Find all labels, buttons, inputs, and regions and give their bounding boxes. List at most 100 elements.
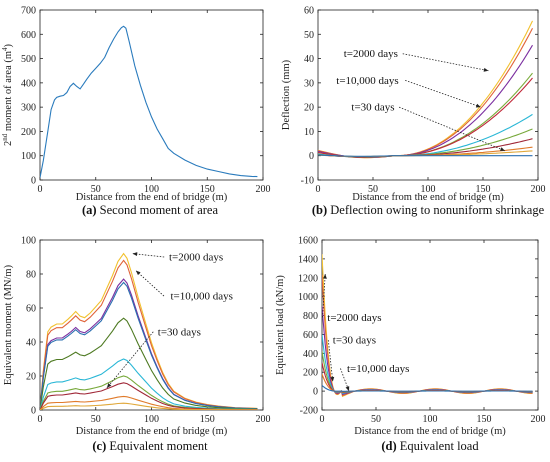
- y-axis-label: Equivalent moment (MN/m): [3, 264, 14, 385]
- annotation-label: t=30 days: [158, 326, 201, 338]
- panel-caption: (b) Deflection owing to nonuniform shrin…: [312, 203, 545, 217]
- y-tick-label: 40: [304, 54, 314, 65]
- x-tick-label: 0: [38, 184, 43, 195]
- y-axis-label-part: nd: [1, 133, 9, 141]
- plot-frame: [39, 9, 264, 181]
- x-tick-label: 50: [91, 184, 101, 195]
- y-tick-label: 1200: [298, 273, 318, 284]
- annotation-arrowhead: [323, 274, 327, 279]
- plot-frame: [321, 239, 539, 411]
- panel-caption-text: Equivalent moment: [106, 439, 208, 453]
- x-tick-label: 100: [144, 184, 159, 195]
- y-tick-label: 80: [26, 270, 36, 281]
- y-tick-label: 700: [21, 6, 36, 17]
- y-tick-label: 1000: [298, 292, 318, 303]
- y-axis-label: Equivalent load (kN/m): [275, 275, 286, 375]
- x-tick-label: 150: [200, 184, 215, 195]
- series-line-0: [322, 254, 533, 398]
- y-tick-label: 400: [303, 349, 318, 360]
- annotation-arrow: [132, 253, 165, 258]
- x-tick-label: 100: [423, 414, 438, 425]
- y-tick-label: 60: [304, 6, 314, 17]
- annotation-arrowhead: [330, 376, 335, 382]
- y-tick-label: 60: [26, 304, 36, 315]
- y-tick-label: 600: [303, 330, 318, 341]
- annotation-arrowhead: [132, 252, 138, 257]
- series-line-1: [40, 259, 258, 410]
- annotation-arrow: [135, 270, 165, 297]
- annotation-label: t=10,000 days: [347, 363, 409, 375]
- annotation-arrow: [402, 53, 489, 72]
- y-tick-label: 200: [21, 127, 36, 138]
- series-line-0: [40, 25, 258, 178]
- series-line-9: [40, 402, 258, 410]
- x-tick-label: 50: [371, 414, 381, 425]
- panel-equivalent-load: 0 50 100 150 200-200020040060080010001200140…: [275, 236, 546, 454]
- x-tick-label: 0: [38, 414, 43, 425]
- series-group: [40, 25, 258, 178]
- y-tick-label: 800: [303, 311, 318, 322]
- annotation-label: t=2000 days: [169, 252, 223, 264]
- panel-second-moment-of-area: 0 50 100 150 200 0 100 200 300 400 500 600 700 Distan…: [1, 6, 271, 218]
- series-group: [40, 252, 258, 410]
- x-tick-label: 150: [200, 414, 215, 425]
- x-tick-label: 50: [91, 414, 101, 425]
- series-line-6: [40, 375, 258, 410]
- annotation-arrowhead: [345, 386, 350, 392]
- y-tick-label: 30: [304, 78, 314, 89]
- annotation-label: t=10,000 days: [170, 291, 232, 303]
- x-tick-label: 50: [368, 184, 378, 195]
- series-line-7: [322, 384, 533, 392]
- annotation-arrow: [340, 368, 350, 392]
- y-tick-label: 20: [304, 103, 314, 114]
- x-tick-label: 200: [256, 414, 271, 425]
- x-tick-label: 200: [531, 184, 546, 195]
- y-axis-label: Deflection (mm): [281, 59, 292, 130]
- panel-caption: (c) Equivalent moment: [92, 439, 208, 453]
- series-group: [322, 254, 533, 398]
- y-axis-label-part: 4: [1, 47, 9, 51]
- x-axis-label: Distance from the end of bridge (m): [352, 192, 504, 203]
- panel-caption-letter: (d): [381, 439, 396, 453]
- x-axis-label: Distance from the end of bridge (m): [76, 192, 228, 203]
- y-tick-label: 1600: [298, 236, 318, 247]
- y-tick-label: 600: [21, 30, 36, 41]
- x-axis-label: Distance from the end of bridge (m): [354, 426, 506, 437]
- panel-caption: (d) Equivalent load: [381, 439, 479, 453]
- series-line-4: [40, 317, 258, 410]
- x-tick-label: 100: [144, 414, 159, 425]
- panel-caption: (a) Second moment of area: [82, 203, 219, 217]
- annotation-arrowhead: [475, 103, 481, 108]
- panel-caption-text: Equivalent load: [397, 439, 480, 453]
- y-tick-label: 20: [26, 372, 36, 383]
- series-group: [318, 20, 533, 159]
- panel-caption-letter: (a): [82, 203, 97, 217]
- annotation-arrow: [106, 331, 154, 389]
- y-tick-label: 10: [304, 127, 314, 138]
- series-line-5: [40, 358, 258, 410]
- series-line-0: [318, 20, 533, 159]
- annotation-arrowhead: [135, 270, 141, 276]
- y-axis-label-part: ): [3, 43, 14, 47]
- x-axis-label: Distance from the end of bridge (m): [76, 426, 228, 437]
- y-tick-label: 500: [21, 54, 36, 65]
- y-tick-label: 0: [31, 176, 36, 187]
- annotation-arrow: [398, 106, 506, 152]
- annotation-arrow: [327, 340, 334, 382]
- plot-frame: [39, 239, 264, 411]
- panel-caption-text: Second moment of area: [97, 203, 219, 217]
- y-axis-label: 2nd moment of area (m4): [1, 43, 14, 146]
- panel-caption-letter: (c): [92, 439, 106, 453]
- x-tick-label: 200: [256, 184, 271, 195]
- x-tick-label: 200: [531, 414, 546, 425]
- annotation-label: t=2000 days: [344, 48, 398, 60]
- y-tick-label: 100: [21, 236, 36, 247]
- series-line-10: [318, 154, 533, 157]
- panel-caption-text: Deflection owing to nonuniform shrinkage: [327, 203, 544, 217]
- annotation-arrow: [405, 80, 481, 108]
- y-tick-label: 40: [26, 338, 36, 349]
- y-tick-label: -200: [300, 406, 318, 417]
- annotation-arrow: [322, 273, 326, 318]
